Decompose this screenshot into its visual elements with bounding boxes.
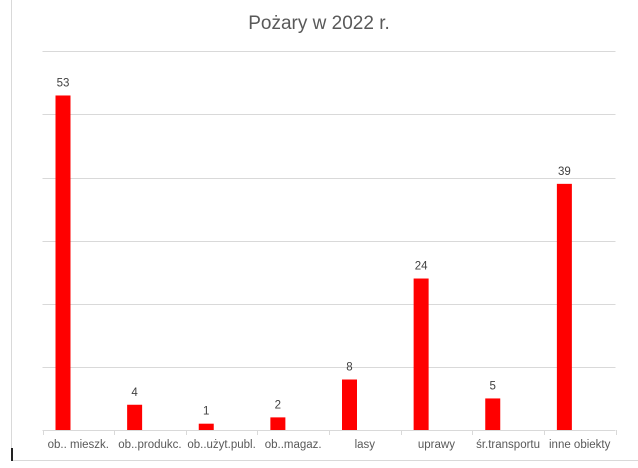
category-label: uprawy — [418, 439, 455, 451]
data-label: 1 — [203, 406, 209, 418]
data-label: 2 — [275, 399, 281, 411]
data-label: 8 — [346, 362, 352, 374]
data-label: 5 — [490, 380, 496, 392]
category-label: ob..użyt.publ. — [187, 439, 255, 451]
data-label: 39 — [558, 166, 571, 178]
data-label: 4 — [131, 387, 138, 399]
bar — [55, 95, 71, 431]
category-label: ob..produkc. — [118, 439, 181, 451]
corner-mark — [11, 448, 13, 461]
bar — [485, 398, 501, 430]
category-label: inne obiekty — [549, 439, 611, 451]
bar — [127, 404, 143, 430]
data-label: 24 — [415, 261, 428, 273]
chart-frame-left — [11, 0, 12, 461]
bar — [413, 278, 429, 430]
bar — [556, 183, 572, 430]
category-label: ob.. mieszk. — [48, 439, 109, 451]
data-label: 53 — [57, 77, 70, 89]
bar — [198, 423, 214, 430]
bar — [270, 417, 286, 430]
chart-frame-bottom — [11, 460, 638, 461]
bar — [342, 379, 357, 430]
category-label: ob..magaz. — [265, 439, 322, 451]
category-label: śr.transportu — [476, 439, 540, 451]
chart-title: Pożary w 2022 r. — [248, 13, 390, 34]
category-label: lasy — [355, 439, 376, 451]
